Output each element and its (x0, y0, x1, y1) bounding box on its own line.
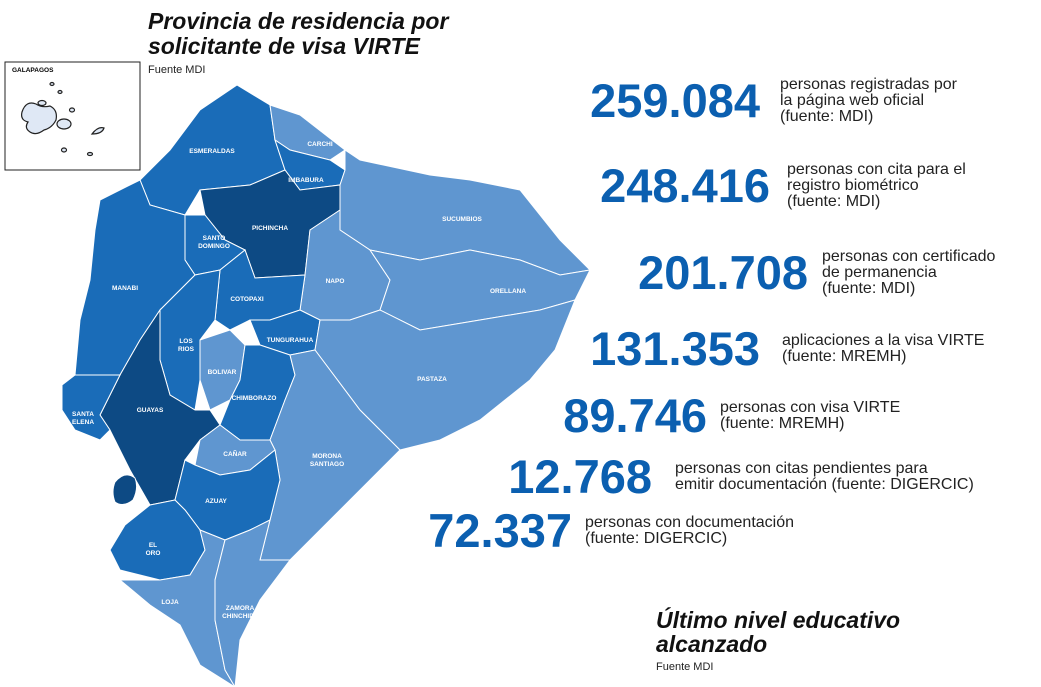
stat-description: personas con visa VIRTE (720, 399, 900, 416)
stat-value: 72.337 (428, 504, 572, 557)
stat-description: emitir documentación (fuente: DIGERCIC) (675, 476, 974, 493)
title-line: solicitante de visa VIRTE (148, 33, 421, 59)
province-label: CHIMBORAZO (232, 395, 277, 402)
stat-description: (fuente: MDI) (787, 193, 880, 210)
stat-value: 131.353 (590, 322, 760, 375)
stat-description: registro biométrico (787, 177, 919, 194)
map: ESMERALDAS CARCHI IMBABURA PICHINCHA SANTODO… (61, 84, 592, 687)
stat-description: (fuente: MDI) (822, 280, 915, 297)
province-label: DOMINGO (198, 243, 230, 250)
stat-description: (fuente: MREMH) (720, 415, 844, 432)
province-label: LOS (179, 338, 193, 345)
island (37, 99, 47, 107)
province-label: PASTAZA (417, 376, 447, 383)
province-label: IMBABURA (288, 177, 324, 184)
stat-description: (fuente: MREMH) (782, 348, 906, 365)
stat-value: 89.746 (563, 389, 707, 442)
province (61, 374, 121, 441)
stat-value: 259.084 (590, 74, 760, 127)
stat-description: la página web oficial (780, 92, 924, 109)
province-label: ELENA (72, 419, 94, 426)
province-label: COTOPAXI (230, 296, 264, 303)
section-source: Fuente MDI (656, 661, 713, 673)
province-label: TUNGURAHUA (267, 337, 314, 344)
province-label: CAÑAR (223, 449, 247, 458)
stat-value: 12.768 (508, 450, 652, 503)
province-label: LOJA (161, 599, 179, 606)
province-label: EL (149, 542, 157, 549)
stat-description: de permanencia (822, 264, 937, 281)
province-label: SUCUMBIOS (442, 216, 482, 223)
province-label: BOLIVAR (208, 369, 237, 376)
island (57, 89, 63, 95)
province-label: ORELLANA (490, 288, 526, 295)
province-label: NAPO (326, 278, 345, 285)
province-label: AZUAY (205, 498, 227, 505)
stat-description: aplicaciones a la visa VIRTE (782, 332, 984, 349)
province-label: ORO (146, 550, 161, 557)
province-label: MORONA (312, 453, 342, 460)
stat-description: personas con documentación (585, 514, 794, 531)
island (60, 147, 68, 153)
island (68, 107, 76, 113)
title-line: Provincia de residencia por (148, 8, 449, 34)
province-label: CARCHI (307, 141, 332, 148)
province-label: PICHINCHA (252, 225, 288, 232)
stat-value: 201.708 (638, 246, 808, 299)
stat-description: (fuente: MDI) (780, 108, 873, 125)
stat-description: personas con cita para el (787, 161, 966, 178)
province-label: GUAYAS (137, 407, 164, 414)
stat-description: (fuente: DIGERCIC) (585, 530, 727, 547)
province-label: CHINCHIPE (222, 613, 258, 620)
province (214, 519, 291, 687)
island-puna (112, 474, 138, 506)
stat-description: personas con citas pendientes para (675, 460, 928, 477)
province-label: ZAMORA (226, 605, 255, 612)
stat-description: personas registradas por (780, 76, 958, 93)
island (49, 81, 55, 87)
province-label: ESMERALDAS (189, 148, 235, 155)
stat-description: personas con certificado (822, 248, 996, 265)
province-label: SANTA (72, 411, 94, 418)
section-title-line: alcanzado (656, 631, 767, 657)
province-label: RIOS (178, 346, 195, 353)
province-label: MANABI (112, 285, 138, 292)
island (56, 118, 72, 130)
section-title-line: Último nivel educativo (656, 606, 900, 633)
island (90, 127, 105, 135)
inset-label: GALAPAGOS (12, 67, 54, 74)
province-label: SANTIAGO (310, 461, 344, 468)
galapagos-islands (21, 81, 105, 157)
island (86, 151, 94, 157)
province-label: SANTO (203, 235, 226, 242)
island (21, 102, 57, 135)
stat-value: 248.416 (600, 159, 770, 212)
source: Fuente MDI (148, 64, 205, 76)
